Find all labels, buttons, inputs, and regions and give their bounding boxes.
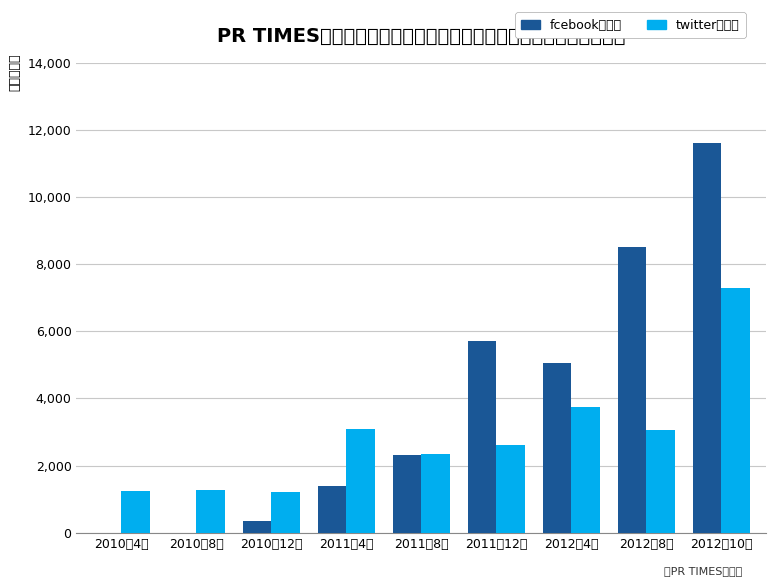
Bar: [693, 143, 721, 533]
Text: （PR TIMES調べ）: （PR TIMES調べ）: [664, 566, 742, 576]
Bar: [393, 455, 421, 533]
Bar: [196, 490, 225, 533]
Title: PR TIMESプレスリリース配信サイトソーシャルメディア経由流入数: PR TIMESプレスリリース配信サイトソーシャルメディア経由流入数: [217, 27, 626, 46]
Bar: [496, 445, 525, 533]
Bar: [543, 363, 571, 533]
Bar: [243, 521, 271, 533]
Bar: [121, 491, 150, 533]
Bar: [571, 407, 600, 533]
Bar: [646, 430, 675, 533]
Bar: [468, 341, 496, 533]
Bar: [271, 493, 300, 533]
Bar: [346, 429, 375, 533]
Bar: [318, 486, 346, 533]
Bar: [421, 454, 450, 533]
Legend: fcebook流入数, twitter流入数: fcebook流入数, twitter流入数: [515, 12, 746, 38]
Bar: [618, 247, 646, 533]
Y-axis label: アクセス数: アクセス数: [9, 53, 21, 91]
Bar: [721, 287, 750, 533]
